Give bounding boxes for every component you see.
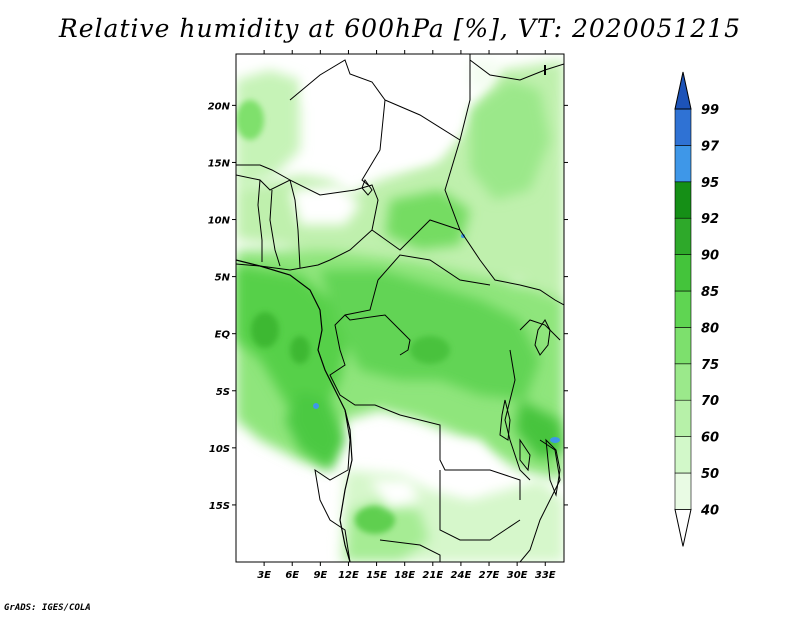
longitude-axis: 3E 6E 9E 12E 15E 18E 21E 24E 27E 30E 33E <box>257 50 556 581</box>
colorbar-below-arrow <box>674 508 692 547</box>
lon-label: 12E <box>338 570 359 581</box>
lon-label: 21E <box>422 570 443 581</box>
lat-label: 10S <box>209 444 230 455</box>
colorbar-label: 80 <box>701 321 719 336</box>
colorbar-box <box>674 217 692 255</box>
colorbar-box <box>674 290 692 328</box>
lon-label: 27E <box>479 570 500 581</box>
lat-label: 15N <box>208 158 231 169</box>
colorbar-box <box>674 472 692 510</box>
chart-title: Relative humidity at 600hPa [%], VT: 202… <box>58 14 742 43</box>
lat-label: EQ <box>215 330 231 341</box>
colorbar-box <box>674 181 692 219</box>
lat-label: 5N <box>215 273 231 284</box>
colorbar-box <box>674 254 692 292</box>
humidity-dry-zones <box>290 60 500 508</box>
lon-label: 18E <box>394 570 415 581</box>
latitude-axis: 20N 15N 10N 5N EQ 5S 10S 15S <box>208 101 568 512</box>
colorbar-box <box>674 145 692 183</box>
lat-label: 15S <box>209 501 230 512</box>
lon-label: 3E <box>257 570 271 581</box>
colorbar-label: 92 <box>701 212 719 227</box>
humidity-field <box>236 54 564 562</box>
humidity-97-spot <box>550 437 560 443</box>
colorbar-label: 75 <box>701 358 719 373</box>
lat-label: 20N <box>208 101 231 112</box>
humidity-97-spot <box>461 234 465 238</box>
colorbar-above-arrow <box>674 71 692 110</box>
lon-label: 33E <box>535 570 556 581</box>
colorbar-label: 70 <box>701 394 719 409</box>
footer-credit: GrADS: IGES/COLA <box>4 603 91 613</box>
lat-label: 5S <box>216 387 230 398</box>
plot-frame <box>235 53 565 563</box>
lakes <box>361 178 561 497</box>
lon-label: 30E <box>507 570 528 581</box>
lon-label: 6E <box>285 570 299 581</box>
country-borders <box>236 54 564 562</box>
colorbar-label: 90 <box>701 249 719 264</box>
humidity-peak-spots <box>236 100 450 534</box>
coastline <box>235 259 353 563</box>
colorbar-label: 60 <box>701 431 719 446</box>
colorbar-label: 99 <box>701 103 719 118</box>
lon-label: 9E <box>313 570 327 581</box>
humidity-moist-core <box>236 80 564 470</box>
colorbar-box <box>674 436 692 474</box>
colorbar-label: 97 <box>701 139 720 154</box>
colorbar-box <box>674 108 692 146</box>
lon-label: 15E <box>366 570 387 581</box>
colorbar-box <box>674 327 692 365</box>
lon-label: 24E <box>451 570 472 581</box>
colorbar-label: 85 <box>701 285 719 300</box>
lat-label: 10N <box>208 216 231 227</box>
colorbar-box <box>674 399 692 437</box>
colorbar-label: 95 <box>701 176 719 191</box>
colorbar-label: 50 <box>701 467 719 482</box>
colorbar-label: 40 <box>700 503 719 518</box>
colorbar-box <box>674 363 692 401</box>
humidity-99-spot <box>313 403 319 409</box>
